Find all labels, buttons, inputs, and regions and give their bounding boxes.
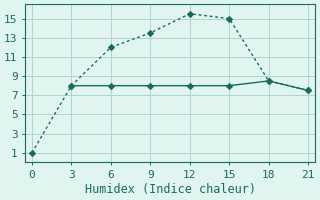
X-axis label: Humidex (Indice chaleur): Humidex (Indice chaleur) (84, 183, 255, 196)
